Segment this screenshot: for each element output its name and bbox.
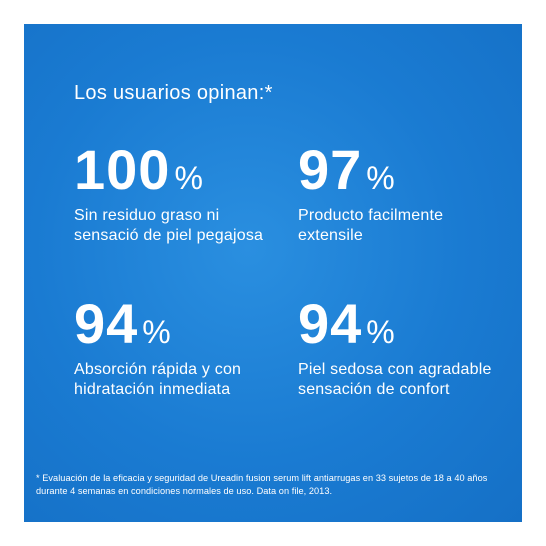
- stat-number: 94: [298, 292, 363, 355]
- survey-results-panel: Los usuarios opinan:* 100 % Sin residuo …: [24, 24, 522, 522]
- stat-number: 97: [298, 138, 363, 201]
- stat-value: 100 %: [74, 142, 284, 200]
- stat-number: 100: [74, 138, 171, 201]
- heading: Los usuarios opinan:*: [74, 82, 273, 104]
- stat-block: 94 % Piel sedosa con agradable sensación…: [298, 296, 508, 399]
- stat-number: 94: [74, 292, 139, 355]
- stat-value: 94 %: [298, 296, 508, 354]
- percent-sign: %: [142, 314, 171, 350]
- stat-description: Sin residuo graso ni sensació de piel pe…: [74, 207, 264, 244]
- percent-sign: %: [366, 160, 395, 196]
- percent-sign: %: [366, 314, 395, 350]
- stat-description: Absorción rápida y con hidratación inmed…: [74, 361, 242, 398]
- percent-sign: %: [174, 160, 203, 196]
- stat-description: Piel sedosa con agradable sensación de c…: [298, 361, 492, 398]
- stat-block: 100 % Sin residuo graso ni sensació de p…: [74, 142, 284, 245]
- stat-description: Producto facilmente extensile: [298, 207, 444, 244]
- stat-block: 97 % Producto facilmente extensile: [298, 142, 508, 245]
- footnote: * Evaluación de la eficacia y seguridad …: [36, 473, 488, 496]
- stat-value: 94 %: [74, 296, 284, 354]
- stat-value: 97 %: [298, 142, 508, 200]
- stat-block: 94 % Absorción rápida y con hidratación …: [74, 296, 284, 399]
